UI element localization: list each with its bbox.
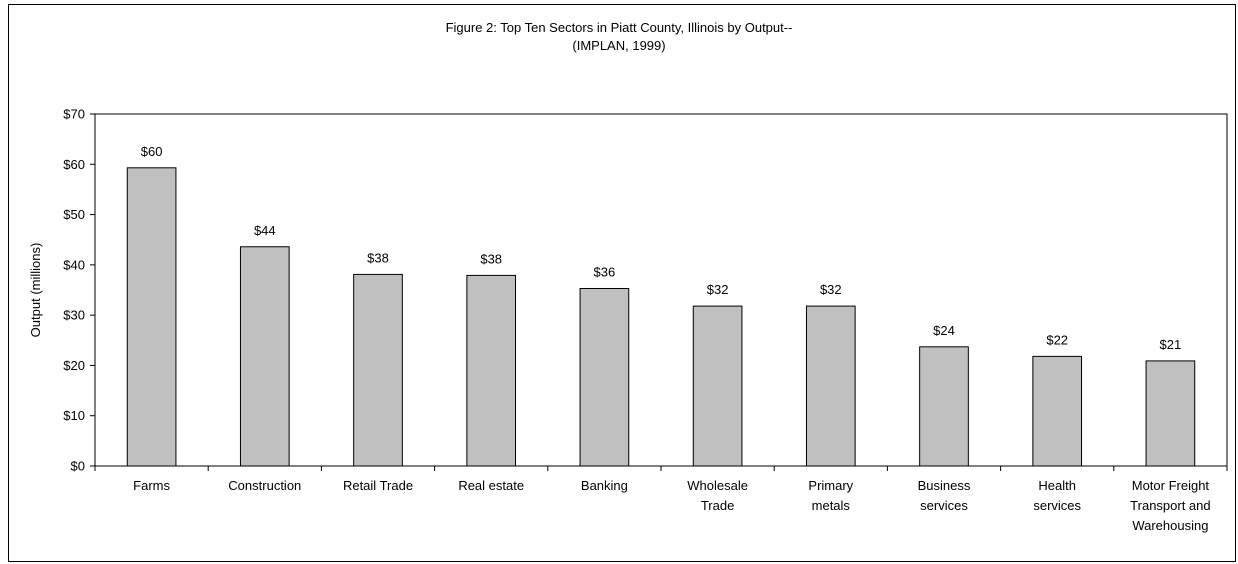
y-tick-label: $10 [63,408,85,423]
data-label: $60 [141,144,163,159]
x-tick-label-line: services [1033,498,1081,513]
y-tick-label: $30 [63,308,85,323]
data-label: $44 [254,223,276,238]
x-tick-label: Banking [581,478,628,493]
bar [919,346,969,467]
y-tick-label: $40 [63,257,85,272]
x-tick-label: Health services [1033,478,1081,513]
x-tick-label: Wholesale Trade [687,478,748,513]
y-tick-label: $20 [63,358,85,373]
y-tick-label: $50 [63,207,85,222]
x-tick-label: Real estate [458,478,524,493]
data-label: $32 [707,282,729,297]
x-tick-label-line: Motor Freight [1132,478,1210,493]
data-label: $21 [1160,337,1182,352]
x-tick-label: Motor Freight Transport and Warehousing [1130,478,1210,533]
chart-bars: $60 $44 $38 $38 $36 $32 $32 $24 $22 $21 [126,144,1196,467]
x-tick-label-line: Wholesale [687,478,748,493]
x-tick-label-line: metals [812,498,851,513]
x-tick-label-line: Trade [701,498,734,513]
x-tick-label-line: Real estate [458,478,524,493]
data-label: $32 [820,282,842,297]
x-tick-label-line: Banking [581,478,628,493]
x-tick-label: Retail Trade [343,478,413,493]
data-label: $22 [1046,332,1068,347]
y-tick-label: $60 [63,157,85,172]
data-label: $38 [367,250,389,265]
x-tick-label-line: services [920,498,968,513]
bar [1145,360,1196,467]
bar [579,287,630,467]
chart-frame [8,4,1236,562]
x-tick-label-line: Retail Trade [343,478,413,493]
x-tick-label: Farms [133,478,170,493]
bar [353,273,403,467]
bar [1032,355,1083,467]
x-tick-label-line: Business [918,478,971,493]
x-tick-label-line: Transport and [1130,498,1210,513]
x-tick-label-line: Construction [228,478,301,493]
x-tick-label: Primary metals [808,478,853,513]
y-axis-label: Output (millions) [28,243,43,338]
x-tick-label: Construction [228,478,301,493]
bar [239,246,290,467]
chart-title: Figure 2: Top Ten Sectors in Piatt Count… [445,20,793,35]
data-label: $38 [480,251,502,266]
chart-axes: $0 $10 $20 $30 $40 $50 $60 $70 Output (millions)… [28,107,1228,533]
x-tick-label-line: Health [1038,478,1076,493]
x-tick-label-line: Farms [133,478,170,493]
x-tick-label-line: Primary [808,478,853,493]
bar [126,167,177,467]
bar [805,305,856,467]
bar [466,274,517,467]
chart-subtitle: (IMPLAN, 1999) [572,38,666,53]
x-tick-label-line: Warehousing [1132,518,1208,533]
bar [692,305,743,467]
x-tick-label: Business services [918,478,971,513]
y-tick-label: $0 [71,459,85,474]
y-tick-label: $70 [63,107,85,122]
data-label: $36 [594,264,616,279]
data-label: $24 [933,323,955,338]
